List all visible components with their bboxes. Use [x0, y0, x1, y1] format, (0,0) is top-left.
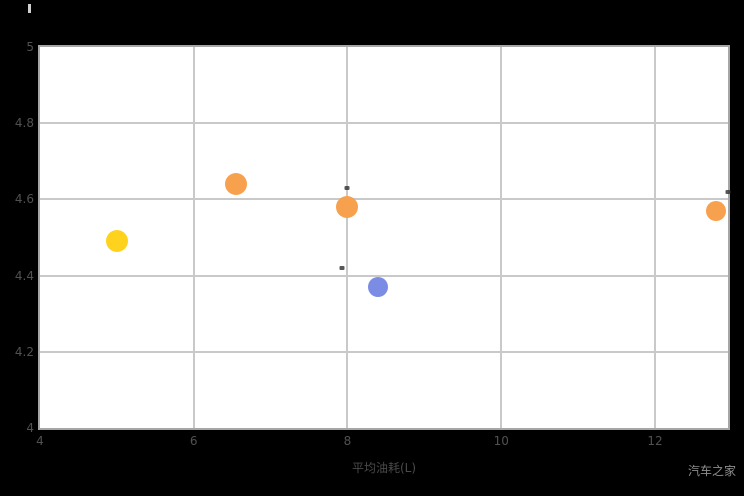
- y-tick-label: 4.6: [14, 192, 34, 207]
- y-tick-label: 5: [26, 40, 34, 54]
- watermark: 汽车之家: [687, 464, 736, 478]
- x-axis-title: 平均油耗(L): [351, 461, 417, 475]
- y-tick-label: 4.2: [14, 344, 34, 359]
- x-tick-label: 12: [647, 434, 663, 448]
- x-tick-label: 8: [343, 434, 352, 448]
- y-tick-label: 4: [26, 421, 34, 435]
- gridline-vertical: [346, 47, 349, 428]
- x-tick-label: 6: [189, 434, 198, 448]
- gridline-vertical: [500, 47, 503, 428]
- x-tick-label: 10: [493, 434, 509, 448]
- gridline-horizontal: [40, 274, 728, 277]
- y-tick-label: 4.4: [14, 268, 34, 283]
- gridline-horizontal: [40, 122, 728, 125]
- gridline-vertical: [653, 47, 656, 428]
- gridline-horizontal: [40, 350, 728, 353]
- data-point-bubble[interactable]: [368, 277, 389, 298]
- data-point-bubble[interactable]: [706, 200, 727, 221]
- gridline-vertical: [192, 47, 195, 428]
- annotation-marker: [339, 265, 345, 270]
- data-point-bubble[interactable]: [225, 173, 248, 196]
- x-tick-label: 4: [36, 434, 44, 448]
- data-point-bubble[interactable]: [105, 230, 128, 253]
- data-point-bubble[interactable]: [336, 196, 359, 219]
- y-tick-label: 4.8: [14, 116, 34, 131]
- gridline-horizontal: [40, 198, 728, 201]
- plot-area: [38, 45, 731, 430]
- annotation-marker: [725, 189, 731, 194]
- annotation-marker: [344, 185, 350, 190]
- corner-artifact: [28, 4, 31, 13]
